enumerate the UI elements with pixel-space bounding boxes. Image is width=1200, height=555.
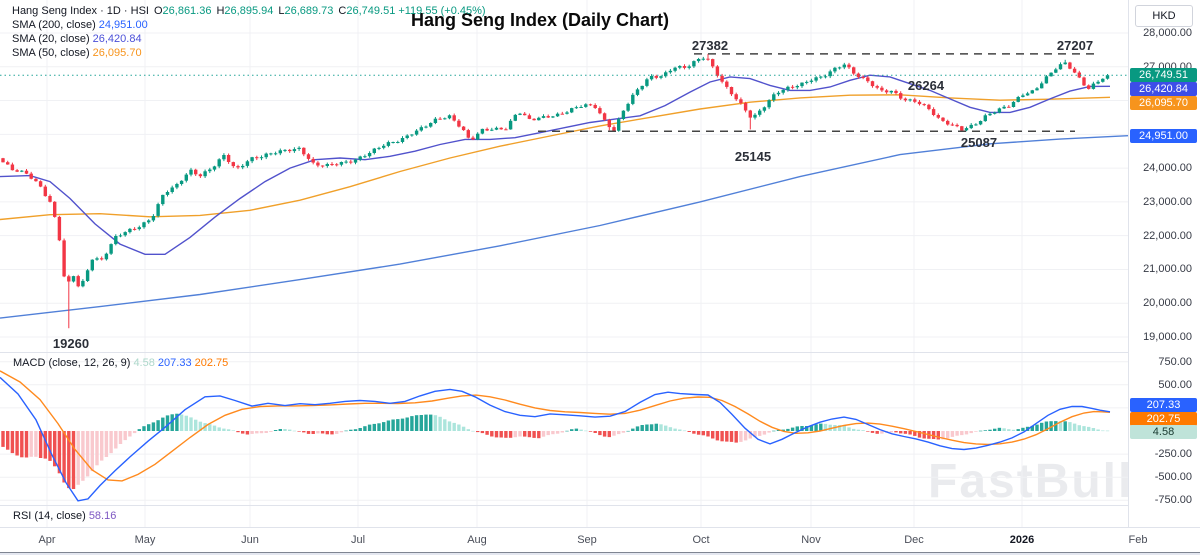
time-axis-label[interactable]: Jun [241, 534, 259, 546]
ohlc-value: 26,861.36 [162, 5, 212, 17]
time-axis-label[interactable]: Dec [904, 534, 924, 546]
change-value: +119.55 (+0.45%) [398, 5, 486, 17]
time-axis-label[interactable]: May [134, 534, 156, 546]
sma-legend-row[interactable]: SMA (20, close) 26,420.84 [12, 33, 486, 46]
macd-signal-value: 202.75 [194, 357, 229, 369]
ohlc-values: O26,861.36 H26,895.94 L26,689.73 C26,749.51 [149, 5, 395, 17]
fastbull-watermark: FastBull [928, 455, 1134, 508]
macd-legend[interactable]: MACD (close, 12, 26, 9) 4.58 207.33 202.… [13, 357, 228, 369]
sma-legend-value: 24,951.00 [98, 19, 148, 31]
sma-legend-label: SMA (50, close) [12, 47, 90, 59]
sma-legend-label: SMA (200, close) [12, 19, 96, 31]
bottom-border [0, 552, 1200, 553]
time-axis-label[interactable]: Apr [38, 534, 56, 546]
time-axis-label[interactable]: Sep [577, 534, 597, 546]
ohlc-key: O [153, 5, 163, 17]
time-axis-label[interactable]: Feb [1128, 534, 1148, 546]
sma-legend-value: 26,095.70 [92, 47, 142, 59]
ohlc-key: L [278, 5, 285, 17]
sma-legend-value: 26,420.84 [92, 33, 142, 45]
sma-legend-row[interactable]: SMA (50, close) 26,095.70 [12, 47, 486, 60]
time-axis-label[interactable]: Aug [467, 534, 487, 546]
ohlc-key: C [338, 5, 347, 17]
time-axis-label[interactable]: Jul [350, 534, 366, 546]
ohlc-key: H [216, 5, 225, 17]
sma-legend-label: SMA (20, close) [12, 33, 90, 45]
macd-legend-label: MACD (close, 12, 26, 9) [13, 357, 131, 369]
main-legend[interactable]: Hang Seng Index · 1D · HSI O26,861.36 H26,… [12, 5, 486, 61]
rsi-value: 58.16 [88, 510, 117, 522]
time-axis-label[interactable]: Nov [801, 534, 821, 546]
time-axis[interactable]: Apr May Jun Jul Aug Sep Oct Nov Dec 2026 Feb [0, 527, 1200, 553]
ohlc-value: 26,749.51 [346, 5, 396, 17]
symbol-legend-row[interactable]: Hang Seng Index · 1D · HSI O26,861.36 H26,… [12, 5, 486, 18]
currency-toggle-button[interactable]: HKD [1135, 5, 1193, 27]
price-axis-panel[interactable] [1128, 0, 1200, 553]
bottom-border-shadow [0, 553, 1200, 555]
rsi-legend-label: RSI (14, close) [13, 510, 86, 522]
rsi-legend[interactable]: RSI (14, close) 58.16 [13, 510, 116, 522]
macd-line-value: 207.33 [157, 357, 192, 369]
ohlc-value: 26,689.73 [284, 5, 334, 17]
symbol-name: Hang Seng Index · 1D · HSI [12, 5, 149, 17]
sma-legend-row[interactable]: SMA (200, close) 24,951.00 [12, 19, 486, 32]
time-axis-label[interactable]: 2026 [1009, 534, 1035, 546]
macd-hist-value: 4.58 [133, 357, 155, 369]
ohlc-value: 26,895.94 [224, 5, 274, 17]
time-axis-label[interactable]: Oct [692, 534, 710, 546]
